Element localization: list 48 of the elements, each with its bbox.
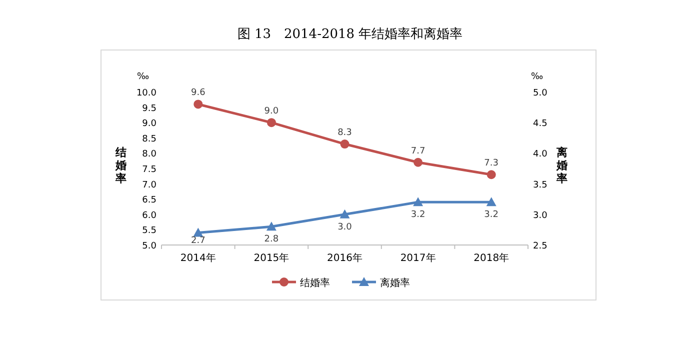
x-tick-label: 2014年: [180, 252, 216, 264]
y-tick-label: 6.0: [142, 210, 157, 221]
data-label: 3.2: [484, 210, 499, 220]
x-tick-label: 2017年: [400, 252, 436, 264]
y2-tick-label: 2.5: [533, 242, 548, 252]
y-tick-label: 6.5: [142, 196, 156, 206]
y2-tick-label: 3.0: [533, 210, 548, 221]
point: [486, 197, 496, 206]
x-tick-label: 2015年: [254, 252, 290, 264]
data-label: 7.3: [484, 158, 499, 169]
y2-tick-label: 4.5: [533, 119, 548, 130]
data-label: 9.6: [190, 88, 206, 98]
x-tick-label: 2018年: [474, 252, 510, 264]
y2-tick-label: 4.0: [533, 150, 548, 160]
point: [340, 209, 350, 218]
y-tick-label: 5.5: [142, 226, 156, 236]
point: [486, 170, 496, 180]
data-label: 3.0: [338, 222, 352, 232]
y2-tick-label: 5.0: [533, 88, 548, 98]
y-tick-label: 7.0: [142, 180, 157, 190]
point: [194, 100, 203, 109]
data-label: 3.2: [410, 210, 426, 220]
point: [340, 140, 350, 149]
point: [266, 118, 276, 128]
text: ‰: [530, 72, 544, 82]
y2-tick-label: 3.5: [533, 180, 548, 190]
y2-axis-title: 离婚率: [556, 146, 568, 185]
y-tick-label: 8.0: [142, 150, 157, 160]
data-label: 7.7: [410, 146, 426, 156]
data-label: 2.8: [264, 234, 279, 245]
y-tick-label: 5.0: [142, 242, 157, 252]
y-tick-label: 9.0: [142, 119, 157, 130]
legend-label: 结婚率: [300, 277, 330, 289]
y-axis-title: 结婚率: [114, 146, 126, 185]
y-tick-label: 7.5: [142, 165, 156, 175]
point: [414, 158, 423, 167]
legend-label: 离婚率: [380, 277, 410, 289]
data-label: 2.7: [190, 236, 206, 246]
x-tick-label: 2016年: [327, 252, 362, 264]
text: ‰: [136, 72, 150, 82]
data-label: 9.0: [264, 106, 279, 117]
chart-title: 图 13 2014-2018 年结婚率和离婚率: [237, 26, 463, 42]
y-tick-label: 10.0: [136, 88, 157, 98]
point: [413, 197, 424, 206]
y-tick-label: 8.5: [142, 134, 156, 144]
y-tick-label: 9.5: [142, 104, 156, 114]
data-label: 8.3: [338, 128, 352, 138]
point: [266, 222, 276, 231]
